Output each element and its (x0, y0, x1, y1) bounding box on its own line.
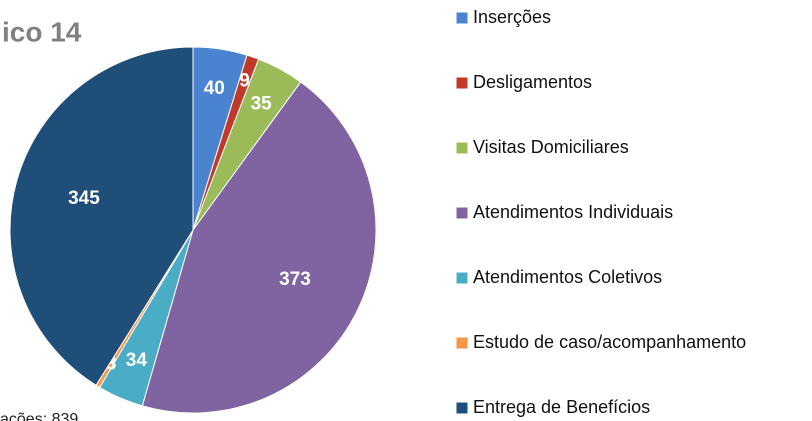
legend-label: Atendimentos Coletivos (473, 267, 662, 287)
legend-label: Estudo de caso/acompanhamento (473, 332, 746, 352)
legend-swatch (455, 76, 469, 90)
data-label: 345 (68, 188, 100, 209)
data-label: 9 (239, 70, 250, 91)
legend-swatch (455, 271, 469, 285)
legend-label: Visitas Domiciliares (473, 137, 629, 157)
legend-swatch (455, 11, 469, 25)
data-label: 34 (126, 350, 148, 371)
legend-label: Atendimentos Individuais (473, 202, 673, 222)
pie-slice (9, 46, 194, 386)
legend-label: Desligamentos (473, 72, 592, 92)
data-label: 373 (279, 269, 311, 290)
chart-note: ações: 839 (0, 411, 78, 421)
legend-label: Entrega de Benefícios (473, 397, 650, 417)
legend-swatch (455, 401, 469, 415)
legend-label: Inserções (473, 7, 551, 27)
pie-slice (141, 81, 377, 414)
legend-swatch (455, 336, 469, 350)
data-label: 3 (106, 353, 117, 374)
data-label: 35 (251, 94, 273, 115)
legend-swatch (455, 206, 469, 220)
data-label: 40 (204, 78, 225, 99)
legend-swatch (455, 141, 469, 155)
chart-title: ico 14 (2, 16, 82, 47)
